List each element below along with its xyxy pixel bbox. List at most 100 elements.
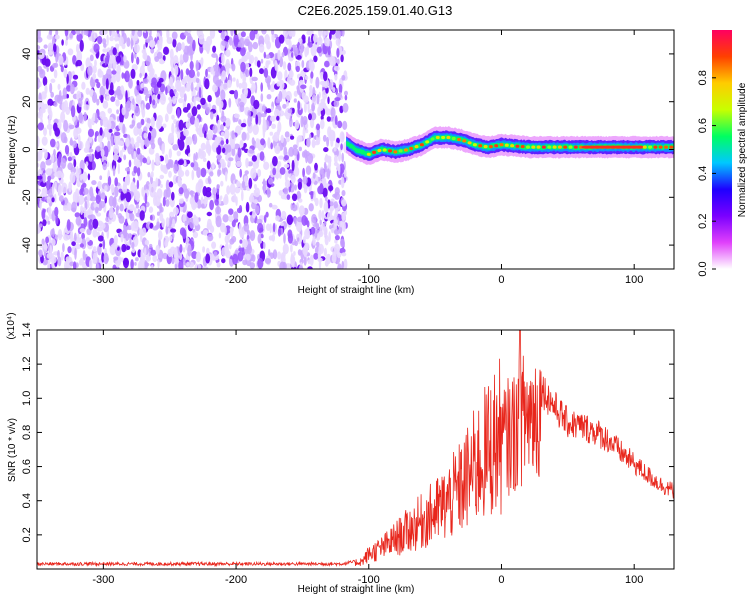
noise-blob [241,81,248,90]
noise-blob [254,205,260,215]
noise-blob [44,259,48,265]
snr-panel: -300 -200 -100 0 100 0.2 0.4 0.6 0.8 1.0 1.2 1.4 (… [6,312,675,595]
noise-blob [138,128,143,137]
noise-blob [53,43,57,53]
noise-blob [220,131,225,137]
noise-blob [176,108,181,119]
noise-blob [47,206,52,217]
noise-blob [80,63,85,72]
noise-blob [174,64,179,77]
signal-hotspot [382,148,387,152]
noise-blob [198,149,202,154]
noise-blob [143,89,149,96]
noise-blob [327,45,331,56]
noise-blob [304,75,309,80]
noise-blob [340,176,345,189]
noise-blob [140,231,143,243]
noise-blob [123,154,127,161]
noise-blob [329,31,332,40]
noise-blob [234,186,241,194]
noise-blob [279,167,286,175]
noise-blob [224,35,230,41]
noise-blob [150,47,155,54]
noise-blob [109,206,114,219]
noise-blob [251,137,255,146]
noise-blob [283,187,289,195]
noise-blob [320,119,325,130]
noise-blob [51,197,55,203]
noise-blob [240,47,246,57]
signal-hotspot [510,144,515,148]
noise-blob [304,47,308,58]
noise-blob [152,226,159,231]
x-tick-label: -200 [225,574,247,586]
noise-blob [333,212,337,224]
noise-blob [294,184,297,191]
noise-blob [136,192,140,203]
noise-blob [222,214,229,223]
noise-blob [270,106,274,112]
noise-blob [304,228,311,240]
noise-blob [92,218,99,229]
noise-blob [99,175,103,180]
signal-hotspot [430,137,435,141]
noise-blob [97,181,102,190]
noise-blob [83,217,88,228]
noise-blob [228,98,232,108]
signal-hotspot [664,145,668,149]
noise-blob [186,261,190,267]
noise-blob [102,48,108,53]
noise-blob [92,73,97,80]
noise-blob [117,163,121,175]
noise-blob [221,40,227,46]
noise-blob [159,93,166,105]
noise-blob [183,93,187,102]
noise-blob [247,110,251,118]
signal-hotspot [504,143,509,147]
noise-blob [262,122,267,133]
noise-blob [270,115,276,122]
noise-blob [336,47,340,58]
noise-blob [262,242,266,249]
noise-blob [94,131,98,139]
noise-blob [156,119,162,130]
noise-blob [50,91,54,98]
noise-blob [308,58,313,70]
noise-blob [244,38,250,47]
noise-blob [251,76,258,82]
noise-blob [152,99,156,106]
noise-blob [143,132,148,139]
noise-blob [261,30,266,33]
noise-blob [231,130,235,140]
noise-blob [265,108,272,114]
noise-blob [212,45,217,53]
noise-blob [248,195,255,203]
noise-blob [245,132,250,141]
noise-blob [252,199,259,204]
noise-blob [117,92,123,100]
noise-blob [259,151,265,162]
noise-blob [202,186,208,197]
noise-blob [338,83,343,94]
noise-blob [121,243,127,253]
noise-blob [64,30,69,37]
signal-hotspot [520,145,525,149]
noise-blob [55,53,59,63]
noise-blob [287,108,293,114]
noise-blob [193,96,196,108]
noise-blob [124,218,128,226]
noise-blob [63,119,69,132]
noise-blob [123,181,128,188]
noise-blob [165,217,170,227]
y-tick-label: -40 [21,237,33,253]
noise-blob [41,136,48,146]
noise-blob [87,128,95,138]
noise-blob [131,52,134,64]
y-tick-label: 1.0 [21,391,33,406]
noise-blob [314,197,319,207]
noise-blob [211,53,218,58]
noise-blob [43,127,47,136]
noise-blob [69,171,76,184]
noise-blob [60,65,64,73]
